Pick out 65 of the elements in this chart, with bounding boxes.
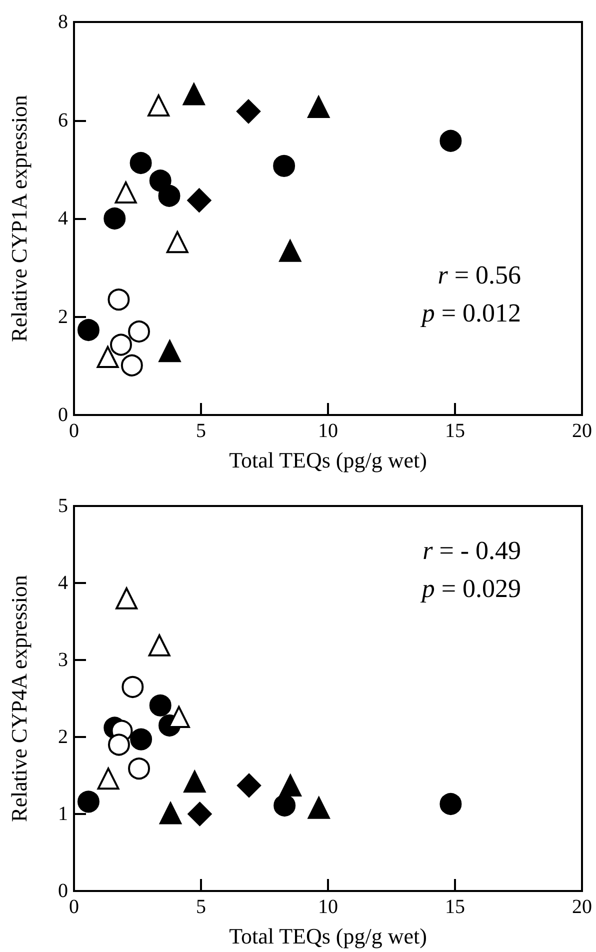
point (236, 99, 260, 124)
y-tick-label: 4 (58, 572, 68, 594)
y-tick-label: 0 (58, 404, 68, 426)
point (120, 354, 143, 376)
x-tick-label: 10 (318, 420, 338, 442)
point (148, 634, 170, 656)
y-tick-label: 8 (58, 11, 68, 33)
y-tick-label: 4 (58, 208, 68, 230)
point (149, 694, 172, 716)
x-tick-label: 15 (445, 420, 465, 442)
point (308, 796, 330, 819)
point (160, 802, 182, 824)
point (128, 758, 150, 780)
y-tick-label: 1 (58, 803, 68, 825)
point (184, 770, 206, 793)
x-tick-label: 20 (572, 420, 592, 442)
point (308, 96, 330, 118)
annotation: r = 0.56 (438, 260, 522, 290)
point (182, 83, 205, 106)
point (130, 728, 152, 750)
point (108, 734, 130, 756)
point (122, 676, 144, 698)
annotation: r = - 0.49 (422, 536, 522, 565)
annotation: p = 0.012 (420, 298, 522, 328)
point (440, 130, 462, 152)
point (158, 340, 181, 362)
point (104, 208, 126, 230)
point (188, 802, 212, 826)
point (78, 319, 100, 342)
point (148, 94, 170, 117)
point (116, 587, 138, 610)
y-tick-label: 5 (58, 495, 68, 517)
point (97, 768, 120, 790)
point (279, 240, 302, 262)
point (78, 790, 100, 813)
point (114, 181, 137, 204)
x-tick-label: 5 (196, 420, 206, 442)
point (158, 184, 180, 207)
y-tick-label: 3 (58, 649, 68, 671)
point (128, 320, 150, 342)
point (130, 152, 152, 174)
point (237, 774, 262, 798)
point (108, 288, 130, 311)
x-tick-label: 5 (196, 896, 206, 918)
point (274, 794, 296, 817)
x-axis-title: Total TEQs (pg/g wet) (229, 448, 427, 472)
y-tick-label: 6 (58, 109, 68, 132)
point (166, 231, 188, 254)
point (440, 792, 462, 815)
point (279, 774, 302, 797)
y-tick-label: 2 (58, 726, 68, 748)
y-tick-label: 0 (58, 880, 68, 902)
annotation: p = 0.029 (420, 574, 522, 603)
point (110, 334, 132, 356)
y-axis-title: Relative CYP1A expression (6, 95, 32, 342)
point (96, 346, 119, 368)
x-axis-title: Total TEQs (pg/g wet) (229, 924, 427, 948)
point (187, 188, 212, 212)
point (149, 170, 172, 192)
x-tick-label: 20 (572, 896, 592, 918)
point (273, 154, 296, 177)
y-axis-title: Relative CYP4A expression (6, 575, 32, 822)
y-tick-label: 2 (58, 306, 68, 328)
x-tick-label: 10 (318, 896, 338, 918)
x-tick-label: 15 (445, 896, 465, 918)
